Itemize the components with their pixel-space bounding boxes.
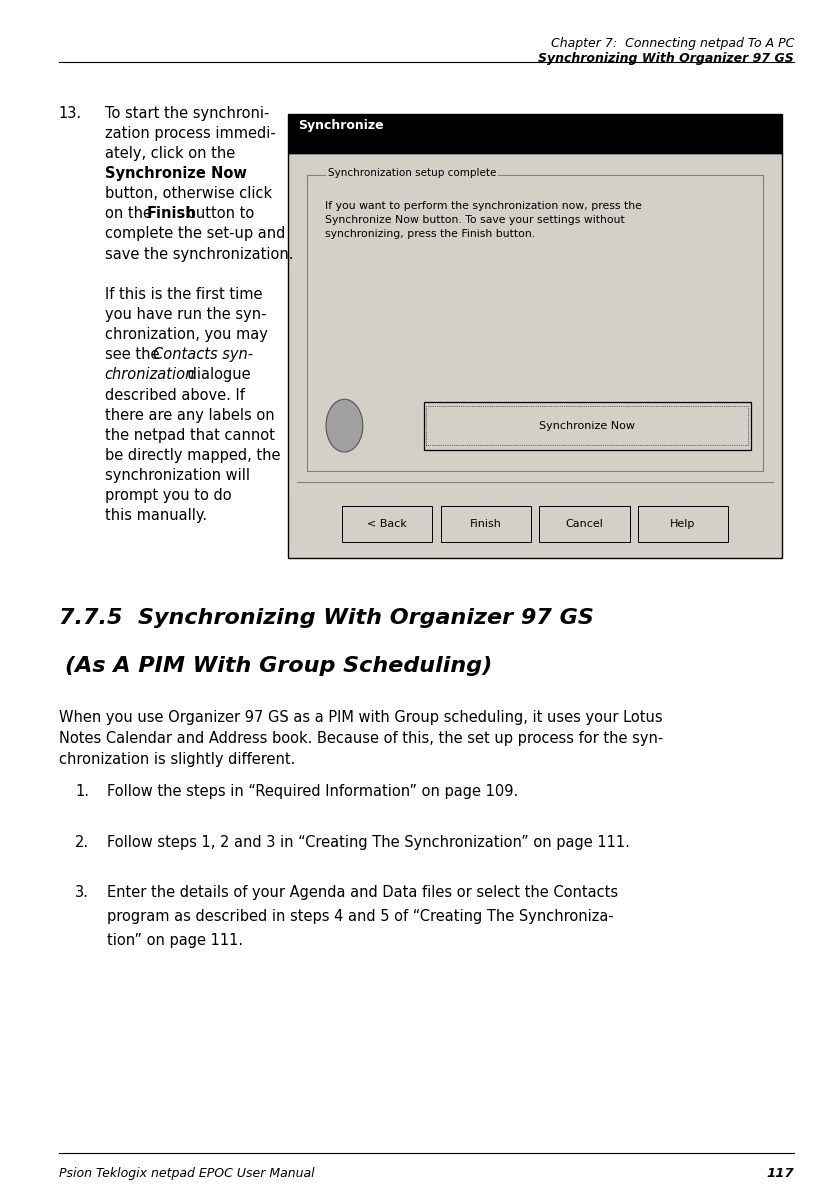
Text: Synchronize Now: Synchronize Now (104, 165, 246, 181)
Text: 3.: 3. (75, 885, 89, 900)
FancyBboxPatch shape (288, 114, 781, 153)
Text: Follow steps 1, 2 and 3 in “Creating The Synchronization” on page 111.: Follow steps 1, 2 and 3 in “Creating The… (107, 835, 630, 850)
Text: tion” on page 111.: tion” on page 111. (107, 933, 242, 948)
Text: Synchronize: Synchronize (298, 119, 384, 132)
Text: zation process immedi-: zation process immedi- (104, 126, 275, 140)
Text: Synchronizing With Organizer 97 GS: Synchronizing With Organizer 97 GS (538, 52, 793, 65)
Circle shape (326, 399, 362, 452)
Text: described above. If: described above. If (104, 387, 244, 403)
Text: dialogue: dialogue (183, 367, 251, 382)
FancyBboxPatch shape (342, 506, 431, 542)
Text: To start the synchroni-: To start the synchroni- (104, 106, 268, 121)
Text: 117: 117 (766, 1167, 793, 1180)
Text: see the: see the (104, 348, 163, 362)
Text: there are any labels on: there are any labels on (104, 408, 274, 423)
Text: program as described in steps 4 and 5 of “Creating The Synchroniza-: program as described in steps 4 and 5 of… (107, 909, 613, 924)
Text: be directly mapped, the: be directly mapped, the (104, 448, 280, 463)
Text: 7.7.5  Synchronizing With Organizer 97 GS: 7.7.5 Synchronizing With Organizer 97 GS (59, 608, 593, 628)
Text: ately, click on the: ately, click on the (104, 146, 234, 161)
Text: Enter the details of your Agenda and Data files or select the Contacts: Enter the details of your Agenda and Dat… (107, 885, 618, 900)
Text: Psion Teklogix netpad EPOC User Manual: Psion Teklogix netpad EPOC User Manual (59, 1167, 314, 1180)
Text: you have run the syn-: you have run the syn- (104, 307, 266, 323)
Text: < Back: < Back (367, 519, 406, 529)
Text: complete the set-up and: complete the set-up and (104, 227, 284, 241)
Text: this manually.: this manually. (104, 508, 206, 524)
Text: Follow the steps in “Required Information” on page 109.: Follow the steps in “Required Informatio… (107, 784, 517, 800)
Text: Finish: Finish (146, 206, 196, 222)
Text: Finish: Finish (469, 519, 501, 529)
Text: synchronization will: synchronization will (104, 468, 249, 483)
Text: the netpad that cannot: the netpad that cannot (104, 428, 274, 442)
Text: button to: button to (182, 206, 254, 222)
FancyBboxPatch shape (440, 506, 530, 542)
FancyBboxPatch shape (423, 402, 750, 450)
FancyBboxPatch shape (288, 153, 781, 558)
Text: Help: Help (670, 519, 695, 529)
Text: Contacts syn-: Contacts syn- (153, 348, 252, 362)
Text: If you want to perform the synchronization now, press the
Synchronize Now button: If you want to perform the synchronizati… (325, 201, 641, 240)
Text: (As A PIM With Group Scheduling): (As A PIM With Group Scheduling) (65, 656, 492, 676)
Text: Cancel: Cancel (565, 519, 603, 529)
Text: Synchronize Now: Synchronize Now (538, 421, 635, 430)
Text: on the: on the (104, 206, 156, 222)
Text: chronization, you may: chronization, you may (104, 327, 267, 342)
FancyBboxPatch shape (538, 506, 629, 542)
Text: 1.: 1. (75, 784, 89, 800)
FancyBboxPatch shape (307, 175, 762, 471)
Text: If this is the first time: If this is the first time (104, 287, 262, 302)
Text: Synchronization setup complete: Synchronization setup complete (328, 168, 496, 177)
Text: save the synchronization.: save the synchronization. (104, 247, 293, 261)
Text: 2.: 2. (75, 835, 89, 850)
Text: button, otherwise click: button, otherwise click (104, 186, 272, 201)
Text: Chapter 7:  Connecting netpad To A PC: Chapter 7: Connecting netpad To A PC (550, 37, 793, 50)
Text: prompt you to do: prompt you to do (104, 488, 231, 504)
FancyBboxPatch shape (637, 506, 727, 542)
Text: When you use Organizer 97 GS as a PIM with Group scheduling, it uses your Lotus
: When you use Organizer 97 GS as a PIM wi… (59, 710, 662, 767)
Text: chronization: chronization (104, 367, 195, 382)
Text: 13.: 13. (59, 106, 82, 121)
